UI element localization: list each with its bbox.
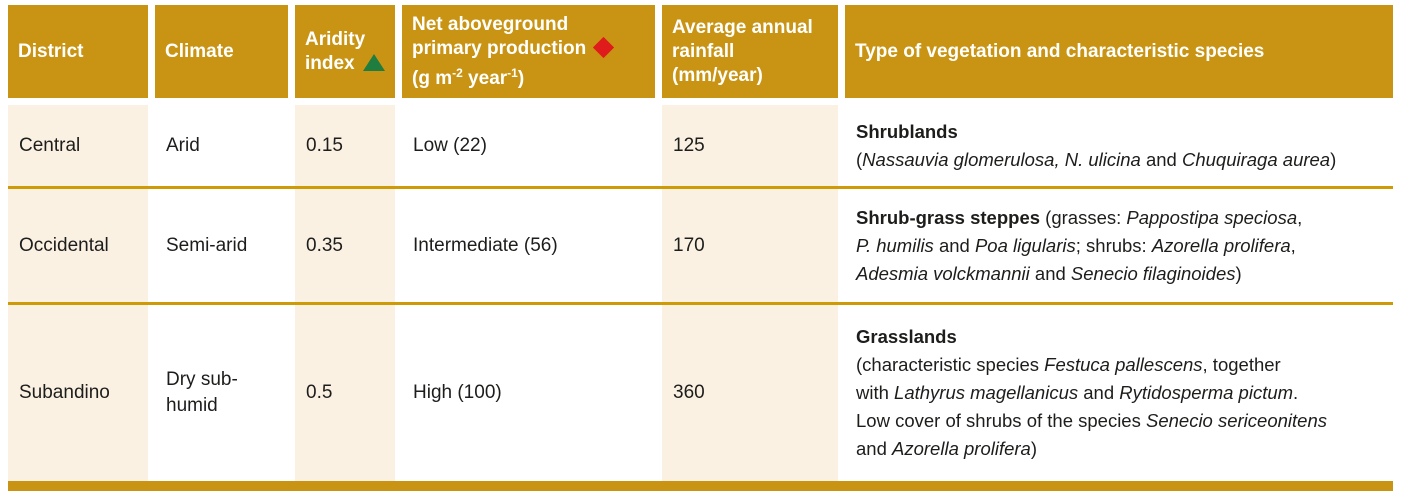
aridity-index-cell: 0.15 [295, 105, 395, 186]
header-cell-district: District [8, 5, 148, 98]
red-diamond-icon [593, 36, 615, 58]
climate-cell: Semi-arid [155, 189, 288, 302]
rainfall-cell: 360 [662, 305, 838, 481]
district-cell: Occidental [8, 189, 148, 302]
header-vegetation-label: Type of vegetation and characteristic sp… [855, 40, 1265, 62]
table-row-occidental: Occidental Semi-arid 0.35 Intermediate (… [8, 189, 1393, 302]
vegetation-cell: Grasslands (characteristic species Festuc… [845, 305, 1393, 481]
table-row-central: Central Arid 0.15 Low (22) 125 Shrubland… [8, 105, 1393, 186]
climate-cell: Dry sub-humid [155, 305, 288, 481]
district-cell: Central [8, 105, 148, 186]
green-triangle-icon [362, 53, 385, 71]
rainfall-cell: 125 [662, 105, 838, 186]
header-cell-rainfall: Average annual rainfall (mm/year) [662, 5, 838, 98]
header-district-label: District [18, 40, 84, 62]
districts-table: District Climate Aridity index Net above… [8, 5, 1393, 491]
table-header-row: District Climate Aridity index Net above… [8, 5, 1393, 98]
npp-cell: High (100) [402, 305, 655, 481]
district-cell: Subandino [8, 305, 148, 481]
header-cell-vegetation: Type of vegetation and characteristic sp… [845, 5, 1393, 98]
header-cell-npp: Net aboveground primary production (g m-… [402, 5, 655, 98]
header-cell-climate: Climate [155, 5, 288, 98]
npp-cell: Low (22) [402, 105, 655, 186]
header-climate-label: Climate [165, 40, 234, 62]
npp-cell: Intermediate (56) [402, 189, 655, 302]
aridity-index-cell: 0.5 [295, 305, 395, 481]
header-npp-label: Net aboveground primary production (g m-… [412, 13, 615, 91]
header-rainfall-label: Average annual rainfall (mm/year) [672, 16, 813, 86]
row-divider [8, 186, 1393, 189]
vegetation-cell: Shrub-grass steppes (grasses: Pappostipa… [845, 189, 1393, 302]
climate-cell: Arid [155, 105, 288, 186]
aridity-index-cell: 0.35 [295, 189, 395, 302]
vegetation-cell: Shrublands (Nassauvia glomerulosa, N. uli… [845, 105, 1393, 186]
header-aridity-label: Aridity index [305, 28, 385, 76]
header-npp-unit: (g m-2 year-1) [412, 65, 525, 89]
header-cell-aridity-index: Aridity index [295, 5, 395, 98]
table-bottom-rule [8, 481, 1393, 491]
row-divider [8, 302, 1393, 305]
table-row-subandino: Subandino Dry sub-humid 0.5 High (100) 3… [8, 305, 1393, 481]
rainfall-cell: 170 [662, 189, 838, 302]
